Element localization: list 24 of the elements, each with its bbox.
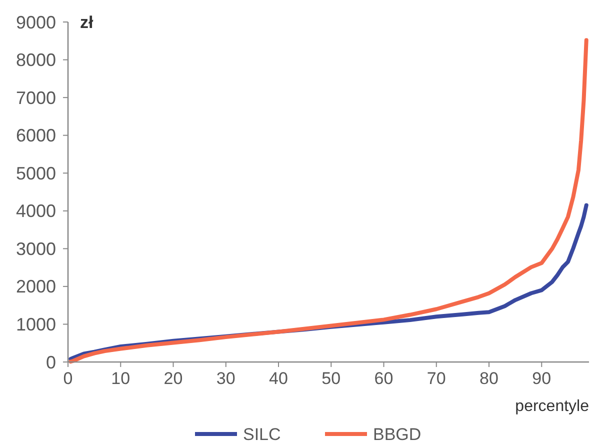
- x-tick-label: 40: [269, 369, 288, 388]
- y-tick-label: 1000: [16, 314, 56, 335]
- y-tick-label: 8000: [16, 50, 56, 70]
- y-tick-label: 7000: [16, 88, 56, 108]
- x-axis-title: percentyle: [515, 398, 590, 415]
- x-tick-label: 10: [111, 369, 130, 388]
- x-tick-label: 80: [480, 369, 498, 388]
- y-tick-label: 6000: [16, 126, 56, 146]
- legend-label: BBGD: [373, 425, 422, 444]
- x-tick-label: 60: [374, 369, 394, 388]
- y-tick-label: 3000: [16, 238, 56, 259]
- y-tick-label: 5000: [16, 163, 56, 184]
- x-tick-label: 90: [532, 369, 552, 388]
- x-tick-label: 20: [164, 369, 183, 388]
- legend-label: SILC: [243, 425, 281, 444]
- y-tick-label: 0: [46, 352, 56, 372]
- x-tick-label: 30: [216, 369, 236, 388]
- y-tick-label: 9000: [16, 12, 56, 32]
- y-tick-label: 4000: [16, 201, 56, 222]
- x-tick-label: 0: [63, 369, 73, 388]
- y-tick-label: 2000: [16, 276, 56, 297]
- y-axis-title: zł: [80, 13, 94, 32]
- x-tick-label: 70: [426, 369, 446, 388]
- x-tick-label: 50: [322, 369, 341, 388]
